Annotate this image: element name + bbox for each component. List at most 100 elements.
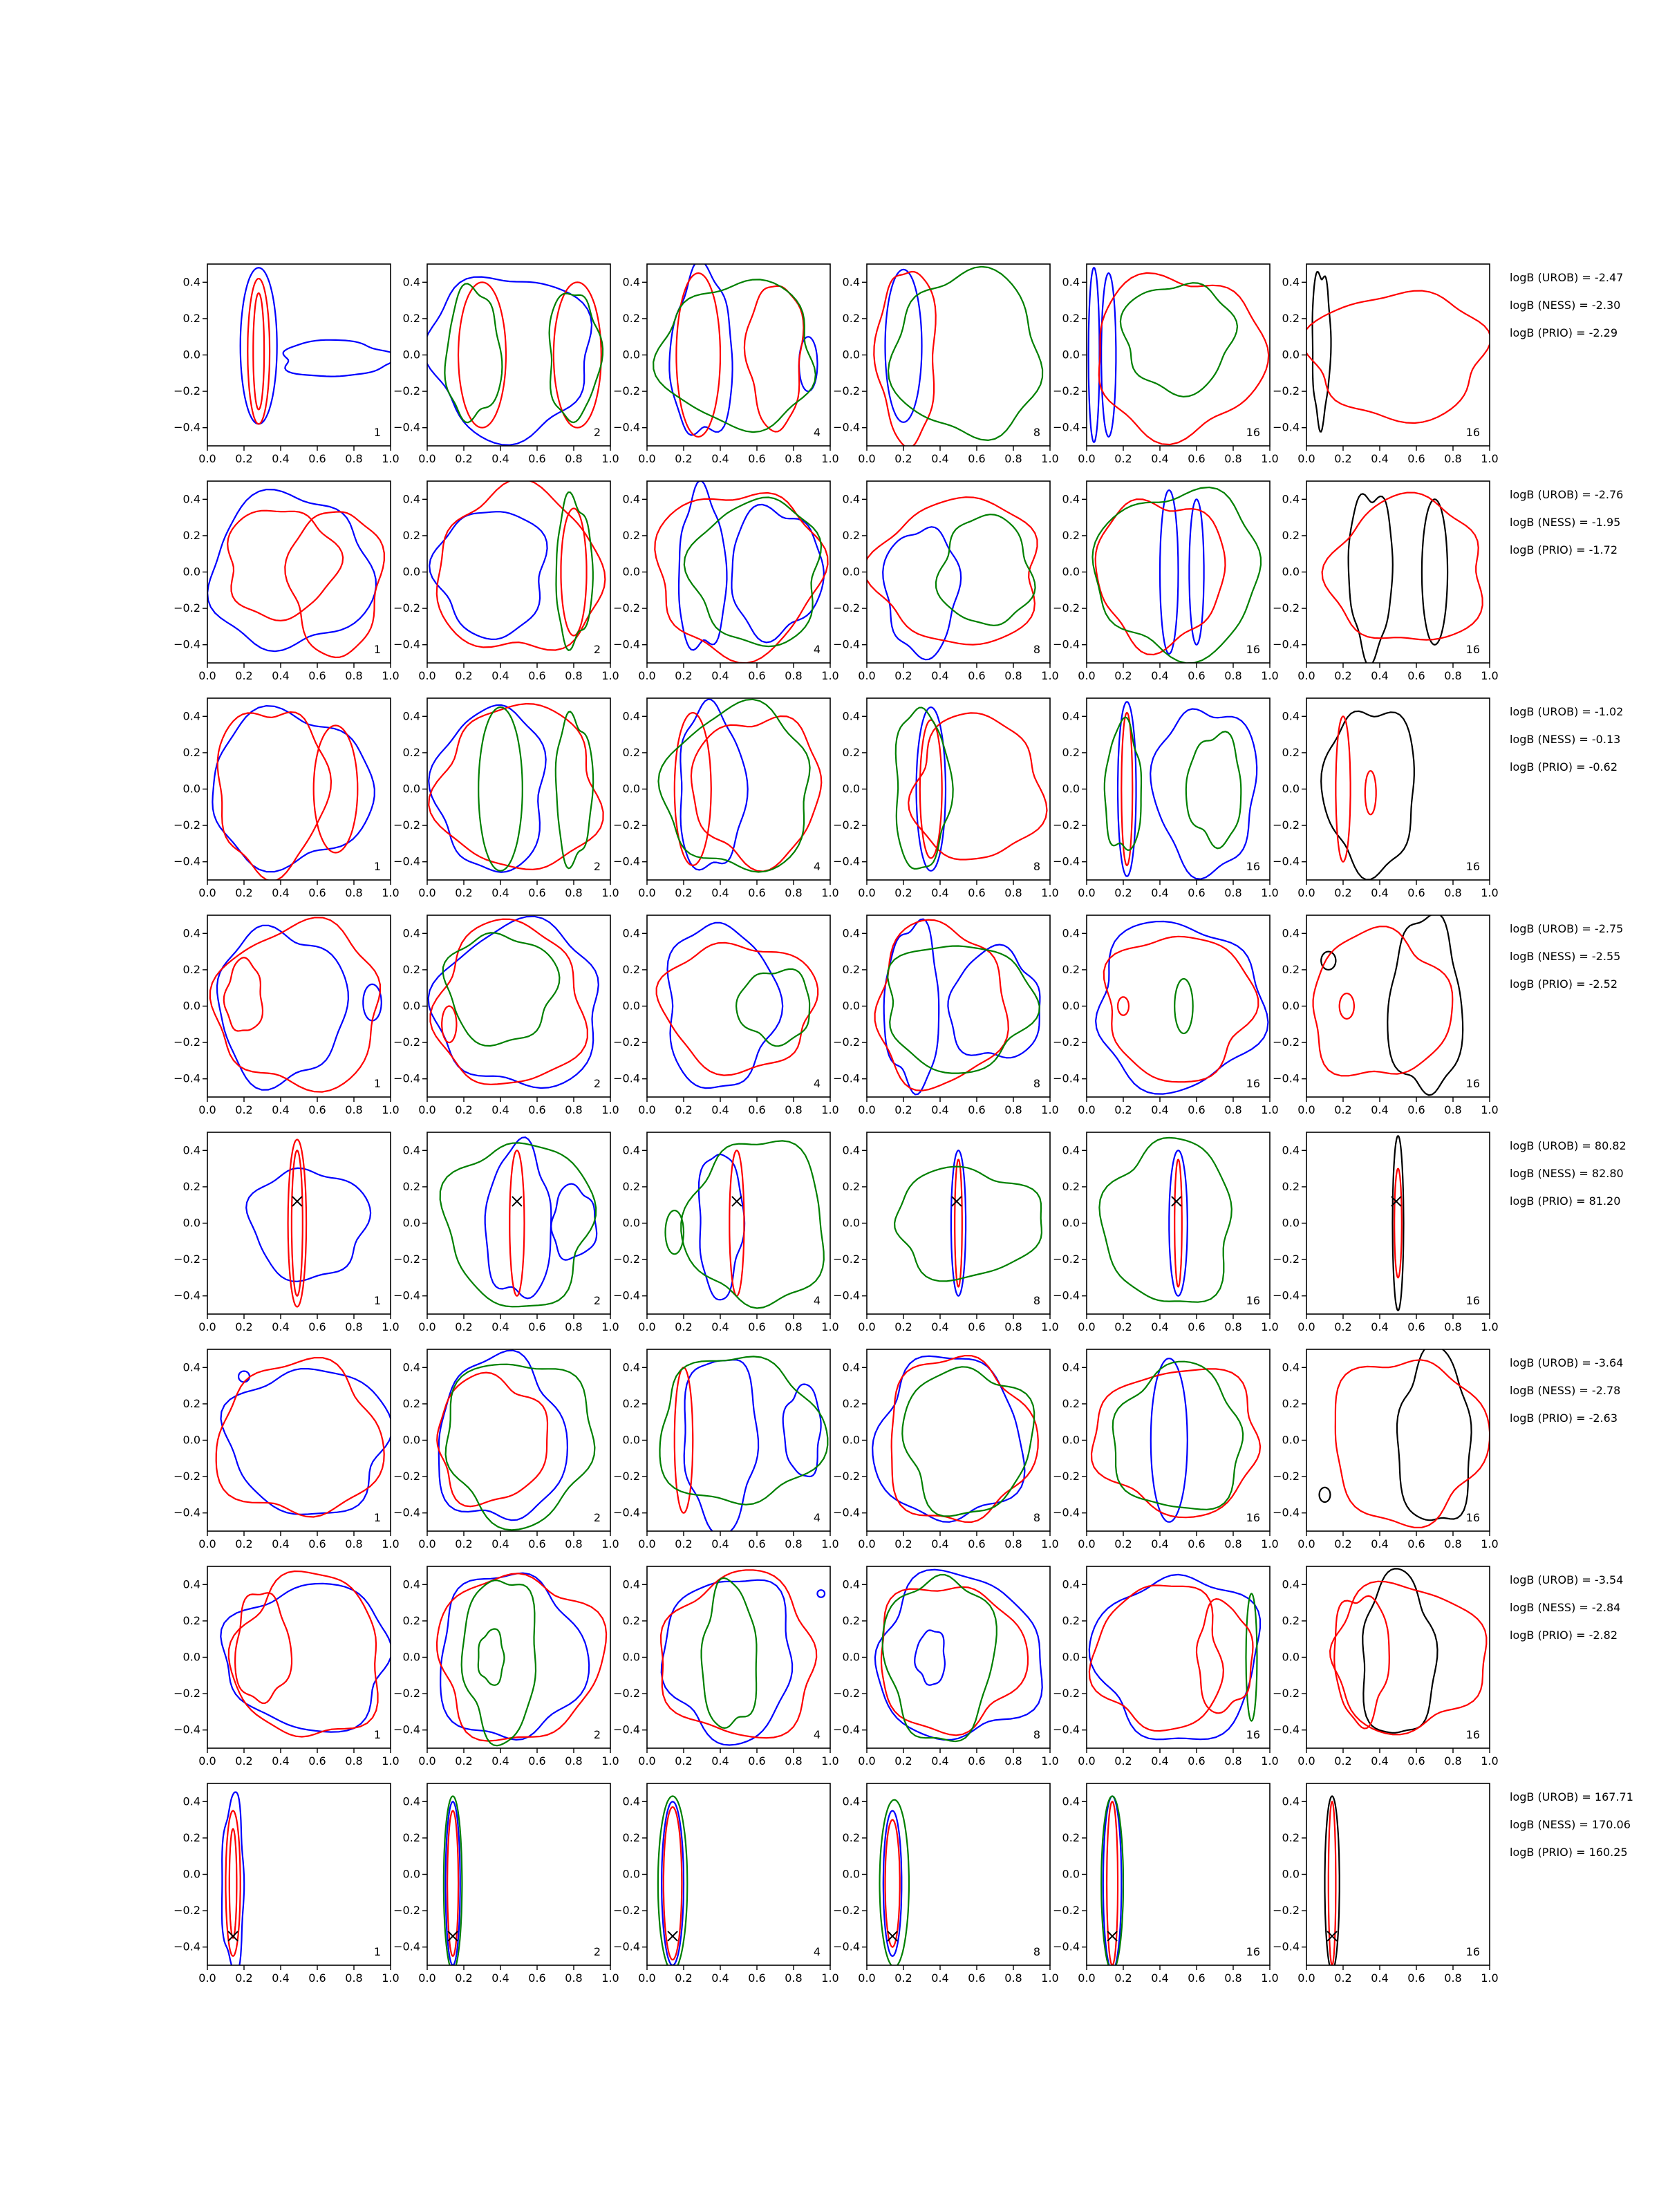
blue-contour-line <box>1150 1358 1188 1523</box>
panel-label: 1 <box>374 1945 381 1958</box>
subplot-r8-c1: 0.0 0.2 0.4 0.6 0.8 1.0 0.4 0.2 0.0 −0.2 −0.4 1 <box>174 1783 400 1985</box>
x-tick-label: 1.0 <box>1481 669 1498 682</box>
subplot-r1-c3: 0.0 0.2 0.4 0.6 0.8 1.0 0.4 0.2 0.0 −0.2 −0.4 4 <box>613 263 839 465</box>
panel-label: 16 <box>1466 643 1480 656</box>
black-contour-line <box>1318 1486 1331 1503</box>
x-tick-label: 0.4 <box>1371 452 1388 465</box>
true-value-marker <box>1391 1196 1402 1207</box>
red-contour-line <box>509 1150 525 1297</box>
y-tick-label: −0.2 <box>833 1035 860 1049</box>
green-contour-line <box>1103 716 1143 852</box>
y-tick-label: 0.4 <box>843 1577 860 1591</box>
x-tick-label: 0.8 <box>1224 1320 1241 1333</box>
x-tick-label: 0.4 <box>491 1537 509 1550</box>
y-tick-label: 0.2 <box>1282 1180 1300 1193</box>
panel-label: 1 <box>374 860 381 873</box>
x-tick-label: 0.8 <box>1004 669 1022 682</box>
red-contour-line <box>227 1570 379 1738</box>
green-contour-line <box>1245 1593 1258 1722</box>
x-tick-label: 0.6 <box>528 1103 545 1116</box>
contour-set <box>442 1795 463 1965</box>
blue-contour-line <box>245 1167 372 1283</box>
x-tick-label: 0.2 <box>675 1971 692 1985</box>
x-tick-label: 0.6 <box>968 1103 985 1116</box>
y-tick-label: −0.4 <box>174 1506 200 1519</box>
x-tick-label: 0.8 <box>565 669 582 682</box>
log-evidence-label: logB (NESS) = -2.30 <box>1510 299 1621 312</box>
y-tick-label: 0.4 <box>623 1143 640 1156</box>
true-value-marker <box>447 1931 458 1942</box>
red-contour-line <box>729 1150 745 1297</box>
y-tick-label: 0.2 <box>1062 529 1080 542</box>
blue-contour-line <box>782 1383 822 1478</box>
x-tick-label: 0.6 <box>1188 1971 1205 1985</box>
subplot-r5-c6: 0.0 0.2 0.4 0.6 0.8 1.0 0.4 0.2 0.0 −0.2 −0.4 16 <box>1273 1132 1499 1333</box>
x-tick-label: 0.4 <box>1151 1754 1168 1768</box>
blue-contour-line <box>238 1370 250 1383</box>
red-contour-line <box>743 285 805 433</box>
contour-set <box>239 267 391 425</box>
x-tick-label: 0.6 <box>968 452 985 465</box>
blue-contour-line <box>438 1349 569 1521</box>
blue-contour-line <box>1102 1795 1123 1965</box>
y-tick-label: 0.4 <box>183 709 200 722</box>
x-tick-label: 0.2 <box>455 1754 472 1768</box>
x-tick-label: 0.2 <box>894 452 912 465</box>
x-tick-label: 0.4 <box>1151 1320 1168 1333</box>
axes-frame <box>1306 263 1490 447</box>
y-tick-label: 0.4 <box>183 1143 200 1156</box>
x-tick-label: 0.2 <box>235 1754 252 1768</box>
y-tick-label: 0.0 <box>1062 565 1080 579</box>
red-contour-line <box>1312 926 1454 1077</box>
true-value-marker <box>731 1196 742 1207</box>
green-contour-line <box>1119 282 1239 398</box>
x-tick-label: 0.8 <box>345 886 362 899</box>
contour-set <box>1094 920 1269 1095</box>
y-tick-label: −0.2 <box>833 1253 860 1266</box>
x-tick-label: 0.8 <box>1444 1320 1461 1333</box>
y-tick-label: −0.4 <box>833 1940 860 1953</box>
y-tick-label: −0.2 <box>393 384 420 397</box>
log-evidence-label: logB (PRIO) = -2.52 <box>1510 977 1618 991</box>
red-contour-line <box>252 292 265 411</box>
contour-set <box>874 1568 1043 1743</box>
y-tick-label: 0.0 <box>843 1434 860 1447</box>
y-tick-label: −0.2 <box>613 1035 640 1049</box>
red-contour-line <box>312 724 359 854</box>
x-tick-label: 0.4 <box>491 1103 509 1116</box>
blue-contour-line <box>882 526 962 661</box>
red-contour-line <box>673 711 712 867</box>
x-tick-label: 0.0 <box>638 1537 655 1550</box>
y-tick-label: 0.0 <box>1282 782 1300 796</box>
y-tick-label: −0.2 <box>1053 384 1080 397</box>
y-tick-label: 0.2 <box>623 746 640 759</box>
x-tick-label: 0.6 <box>1188 1103 1205 1116</box>
x-tick-label: 1.0 <box>821 452 838 465</box>
green-contour-line <box>700 1577 758 1730</box>
axes-frame <box>866 1566 1051 1749</box>
x-tick-label: 0.8 <box>785 1537 802 1550</box>
axes-frame <box>646 480 831 664</box>
x-tick-label: 0.6 <box>308 886 326 899</box>
x-tick-label: 0.2 <box>1114 1754 1132 1768</box>
subplot-r2-c3: 0.0 0.2 0.4 0.6 0.8 1.0 0.4 0.2 0.0 −0.2 −0.4 4 <box>613 480 839 682</box>
panel-label: 1 <box>374 1728 381 1741</box>
x-tick-label: 0.4 <box>272 1537 289 1550</box>
blue-contour-line <box>874 1568 1043 1741</box>
green-contour-line <box>548 292 604 424</box>
x-tick-label: 0.6 <box>1407 1537 1425 1550</box>
contour-set <box>1103 701 1258 880</box>
subplot-r1-c5: 0.0 0.2 0.4 0.6 0.8 1.0 0.4 0.2 0.0 −0.2 −0.4 16 <box>1053 263 1279 465</box>
y-tick-label: 0.2 <box>1282 1831 1300 1844</box>
blue-contour-line <box>697 1153 746 1301</box>
axes-frame <box>1086 1566 1271 1749</box>
contour-set <box>1098 1136 1232 1303</box>
y-tick-label: −0.4 <box>174 1723 200 1736</box>
log-evidence-label: logB (NESS) = 170.06 <box>1510 1818 1631 1831</box>
red-contour-line <box>227 509 344 622</box>
x-tick-label: 0.8 <box>1224 1971 1241 1985</box>
y-tick-label: 0.4 <box>403 1577 420 1591</box>
axes-frame <box>646 915 831 1098</box>
y-tick-label: −0.4 <box>1273 1723 1300 1736</box>
y-tick-label: 0.2 <box>1282 529 1300 542</box>
